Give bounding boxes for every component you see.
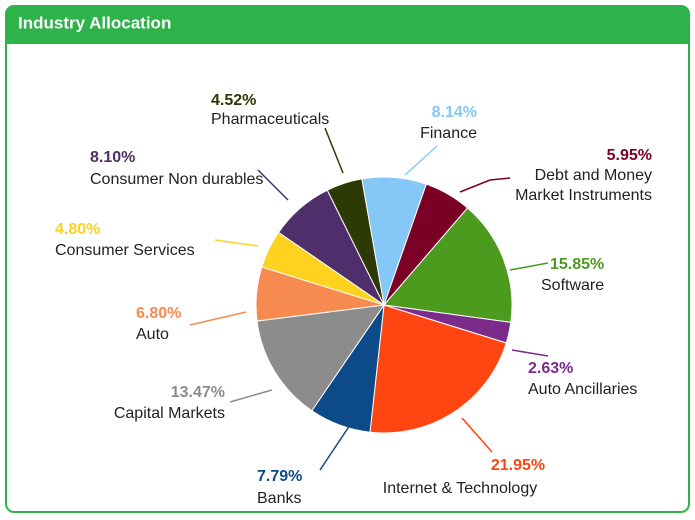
pie-slice — [326, 178, 385, 306]
slice-value-label: 6.80% — [136, 305, 181, 322]
slice-label: Internet & Technology — [383, 480, 537, 497]
leader-line — [257, 169, 289, 201]
slice-label: Capital Markets — [114, 405, 225, 422]
pie-slice — [369, 304, 507, 434]
slice-label: Finance — [420, 125, 477, 142]
slice-value-label: 8.10% — [90, 149, 135, 166]
slice-label: Auto — [136, 326, 169, 343]
slice-value-label: 5.95% — [607, 147, 652, 164]
leader-line — [229, 389, 273, 403]
leader-line — [214, 239, 259, 247]
slice-value-label: 21.95% — [491, 457, 545, 474]
pie-slice — [256, 304, 386, 412]
pie-slice — [383, 207, 513, 323]
slice-value-label: 7.79% — [257, 468, 302, 485]
slice-value-label: 15.85% — [550, 256, 604, 273]
slice-label: Consumer Services — [55, 242, 195, 259]
panel-header — [6, 6, 689, 44]
slice-label: Auto Ancillaries — [528, 381, 637, 398]
leader-line — [461, 417, 493, 453]
slice-value-label: 13.47% — [171, 384, 225, 401]
leader-line — [459, 177, 511, 193]
leader-line — [404, 145, 438, 176]
slice-value-label: 8.14% — [432, 104, 477, 121]
slice-value-label: 4.52% — [211, 92, 256, 109]
leader-line — [509, 262, 549, 271]
chart-title: Industry Allocation — [18, 13, 171, 32]
slice-value-label: 2.63% — [528, 360, 573, 377]
slice-label: Debt and Money Market Instruments — [515, 167, 652, 204]
slice-label: Software — [541, 277, 604, 294]
slice-label: Consumer Non durables — [90, 171, 263, 188]
slice-label: Pharmaceuticals — [211, 111, 329, 128]
leader-line — [511, 349, 549, 357]
slice-value-label: 4.80% — [55, 221, 100, 238]
leader-line — [189, 311, 247, 326]
leader-line — [324, 127, 344, 174]
slice-label: Banks — [257, 490, 301, 507]
leader-line — [319, 424, 351, 471]
